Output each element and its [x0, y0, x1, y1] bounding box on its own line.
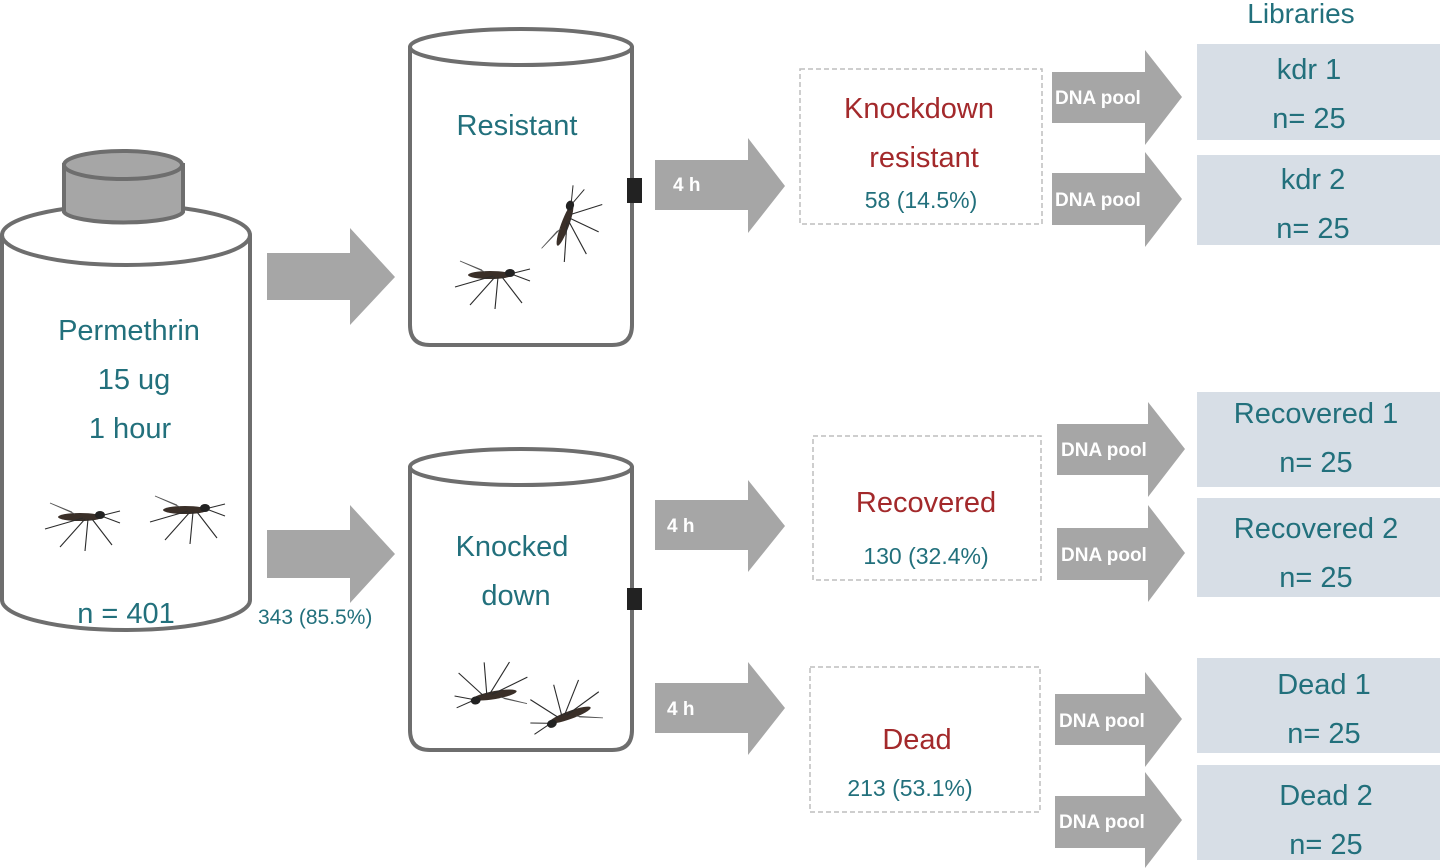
can-text-line: Permethrin [58, 315, 200, 347]
outcome-box-dead [809, 666, 1041, 813]
arrow-dna-pool [1055, 772, 1182, 868]
outcome-label: Recovered [856, 487, 996, 519]
can-text-line: 1 hour [89, 413, 172, 445]
can-text-line: 15 ug [98, 364, 171, 396]
arrow-4h [655, 138, 785, 233]
library-box: kdr 2 n= 25 [1197, 155, 1440, 245]
permethrin-can: Permethrin 15 ug 1 hour n = 401 [0, 149, 252, 632]
outcome-box-knockdown-resistant [799, 68, 1043, 225]
arrow-to-resistant [267, 228, 395, 325]
outcome-label: Knockdown [844, 93, 994, 125]
arrow-to-knocked-down [267, 505, 395, 603]
jar-label: Resistant [457, 110, 578, 142]
jar-label: down [481, 580, 550, 612]
arrow-4h [655, 662, 785, 755]
outcome-label: resistant [869, 142, 979, 174]
can-sample-size: n = 401 [77, 598, 175, 630]
arrow-4h [655, 480, 785, 572]
library-box: kdr 1 n= 25 [1197, 44, 1440, 140]
outcome-count: 130 (32.4%) [863, 543, 988, 569]
outcome-count: 58 (14.5%) [865, 187, 978, 213]
arrow-dna-pool [1052, 152, 1182, 247]
time-label: 4 h [667, 516, 694, 537]
arrow-dna-pool [1057, 402, 1185, 497]
library-name: Dead 2 [1279, 780, 1373, 812]
outcome-label: Dead [882, 724, 951, 756]
library-name: kdr 1 [1277, 54, 1341, 86]
library-size: n= 25 [1279, 447, 1352, 479]
dna-pool-label: DNA pool [1055, 190, 1141, 211]
time-label: 4 h [667, 699, 694, 720]
arrow-dna-pool [1052, 50, 1182, 145]
library-box: Dead 1 n= 25 [1197, 658, 1440, 753]
arrow-dna-pool [1057, 505, 1185, 602]
dna-pool-label: DNA pool [1059, 812, 1145, 833]
arrow-dna-pool [1055, 672, 1182, 767]
library-box: Dead 2 n= 25 [1197, 765, 1440, 861]
knocked-count: 343 (85.5%) [258, 606, 372, 629]
resistant-jar: Resistant [408, 27, 642, 347]
jar-label: Knocked [456, 531, 569, 563]
time-label: 4 h [673, 175, 700, 196]
dna-pool-label: DNA pool [1055, 88, 1141, 109]
dna-pool-label: DNA pool [1059, 711, 1145, 732]
library-name: Recovered 2 [1234, 513, 1398, 545]
library-name: kdr 2 [1281, 164, 1345, 196]
knocked-down-jar: Knocked down [408, 447, 642, 752]
library-name: Dead 1 [1277, 669, 1371, 701]
library-size: n= 25 [1287, 718, 1360, 750]
library-size: n= 25 [1289, 829, 1362, 861]
library-size: n= 25 [1272, 103, 1345, 135]
library-box: Recovered 2 n= 25 [1197, 498, 1440, 597]
library-name: Recovered 1 [1234, 398, 1398, 430]
library-box: Recovered 1 n= 25 [1197, 392, 1440, 487]
library-size: n= 25 [1276, 213, 1349, 245]
dna-pool-label: DNA pool [1061, 545, 1147, 566]
outcome-box-recovered [812, 435, 1042, 581]
dna-pool-label: DNA pool [1061, 440, 1147, 461]
library-size: n= 25 [1279, 562, 1352, 594]
libraries-title: Libraries [1247, 0, 1354, 29]
outcome-count: 213 (53.1%) [847, 775, 972, 801]
